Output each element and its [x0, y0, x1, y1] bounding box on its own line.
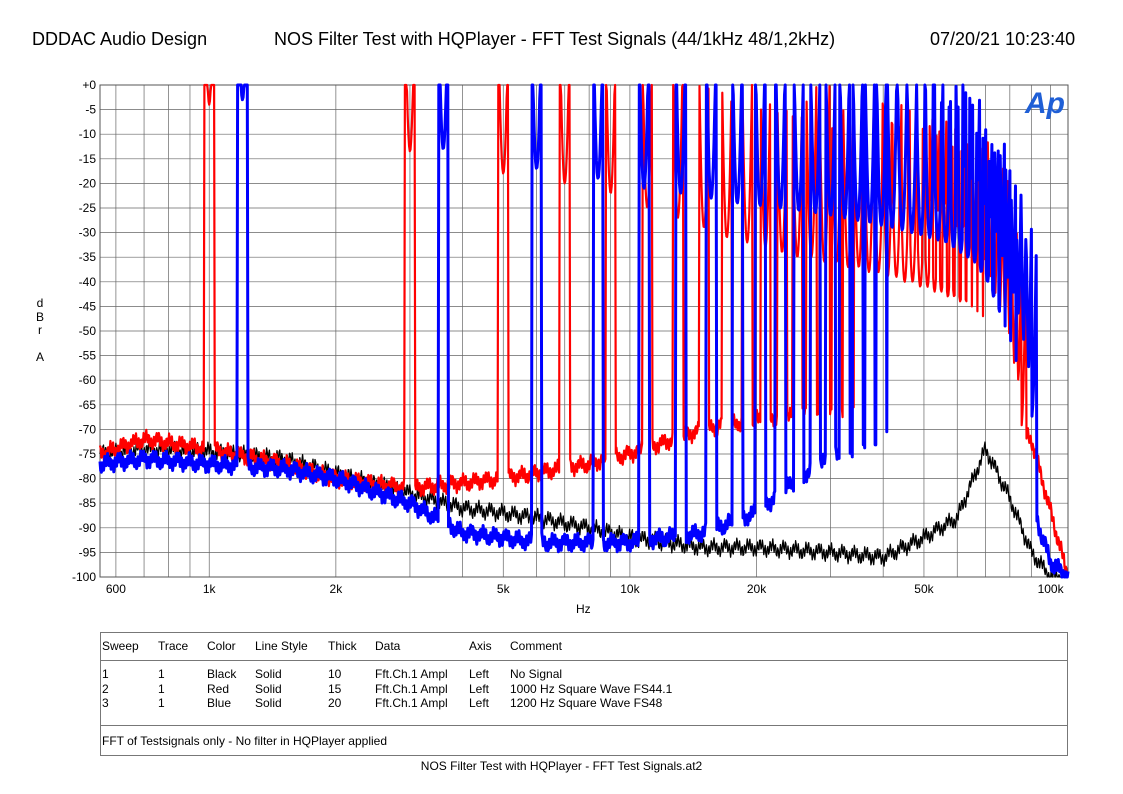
legend-cell: Left [469, 667, 490, 681]
legend-header: Comment [510, 639, 563, 653]
legend-cell: Left [469, 681, 490, 696]
x-tick-label: 1k [203, 582, 217, 596]
y-tick-label: -45 [79, 299, 97, 313]
y-tick-label: -20 [79, 176, 97, 190]
y-tick-label: -50 [79, 324, 97, 338]
y-tick-label: -90 [79, 521, 97, 535]
ap-logo: Ap [1024, 87, 1065, 120]
legend-header: Thick [328, 639, 357, 653]
y-tick-label: -80 [79, 472, 97, 486]
legend-cell: 1000 Hz Square Wave FS44.1 [510, 681, 673, 696]
fft-plot: +0 -5 -10 -15 -20 -25 -30 -35 -40 -45 -50 -55 -60 -65… [72, 78, 1070, 596]
legend-cell: 1200 Hz Square Wave FS48 [510, 696, 663, 710]
legend-cell: Fft.Ch.1 Ampl [375, 681, 448, 696]
y-axis-label-char: d [36, 296, 44, 310]
legend-divider [100, 725, 1067, 726]
legend-cell: 1 [102, 667, 109, 681]
legend-cell: 3 [102, 696, 109, 710]
legend-cell: Fft.Ch.1 Ampl [375, 696, 448, 710]
x-tick-label: 50k [914, 582, 934, 596]
legend-cell: Red [207, 681, 230, 696]
y-tick-label: -30 [79, 226, 97, 240]
y-tick-label: +0 [82, 78, 96, 92]
y-axis-label-char: A [35, 350, 44, 364]
y-tick-label: -60 [79, 373, 97, 387]
legend-header: Sweep [102, 639, 139, 653]
legend-table [100, 632, 1068, 756]
y-tick-label: -100 [72, 570, 96, 584]
legend-cell: Solid [255, 667, 282, 681]
series-line-2 [98, 83, 1069, 579]
report-brand: DDDAC Audio Design [32, 29, 208, 49]
timestamp: 07/20/21 10:23:40 [930, 29, 1076, 49]
y-tick-label: -10 [79, 127, 97, 141]
y-axis-label-char: B [35, 309, 44, 324]
legend-cell: 1 [158, 696, 165, 710]
legend-comment: FFT of Testsignals only - No filter in H… [102, 734, 388, 748]
y-tick-label: -75 [79, 447, 97, 461]
legend-cell: Left [469, 696, 490, 710]
legend-cell: 10 [328, 667, 342, 681]
y-tick-label: -70 [79, 422, 97, 436]
legend-cell: Solid [255, 681, 282, 696]
y-tick-label: -35 [79, 250, 97, 264]
legend-header: Data [375, 639, 401, 653]
legend-cell: No Signal [510, 667, 563, 681]
x-tick-label: 20k [747, 582, 767, 596]
legend-cell: Fft.Ch.1 Ampl [375, 667, 448, 681]
x-axis-label: Hz [576, 602, 591, 616]
legend-cell: 2 [102, 681, 109, 696]
x-tick-label: 600 [106, 582, 126, 596]
x-tick-label: 10k [620, 582, 640, 596]
y-tick-label: -40 [79, 275, 97, 289]
file-name-footer: NOS Filter Test with HQPlayer - FFT Test… [420, 759, 703, 773]
legend-cell: 1 [158, 681, 165, 696]
legend-header: Trace [158, 639, 189, 653]
chart-title: NOS Filter Test with HQPlayer - FFT Test… [274, 29, 836, 49]
y-tick-label: -95 [79, 545, 97, 559]
legend-cell: Black [207, 667, 237, 681]
x-tick-label: 2k [330, 582, 344, 596]
legend-cell: 20 [328, 696, 342, 710]
y-tick-label: -15 [79, 152, 97, 166]
y-tick-label: -85 [79, 496, 97, 510]
y-axis-label-char: r [38, 323, 42, 337]
y-tick-label: -25 [79, 201, 97, 215]
legend-divider [100, 660, 1067, 661]
legend-cell: 1 [158, 667, 165, 681]
plot-frame [99, 84, 1069, 578]
legend-header: Color [207, 639, 236, 653]
x-tick-label: 5k [497, 582, 511, 596]
x-tick-label: 100k [1038, 582, 1065, 596]
legend-header: Axis [469, 639, 492, 653]
legend-cell: Blue [207, 696, 232, 710]
legend-cell: Solid [255, 696, 282, 710]
y-tick-label: -5 [85, 103, 96, 117]
y-tick-label: -55 [79, 349, 97, 363]
y-tick-label: -65 [79, 398, 97, 412]
legend-header: Line Style [255, 639, 308, 653]
series-line-3 [98, 83, 1070, 579]
legend-cell: 15 [328, 681, 342, 696]
